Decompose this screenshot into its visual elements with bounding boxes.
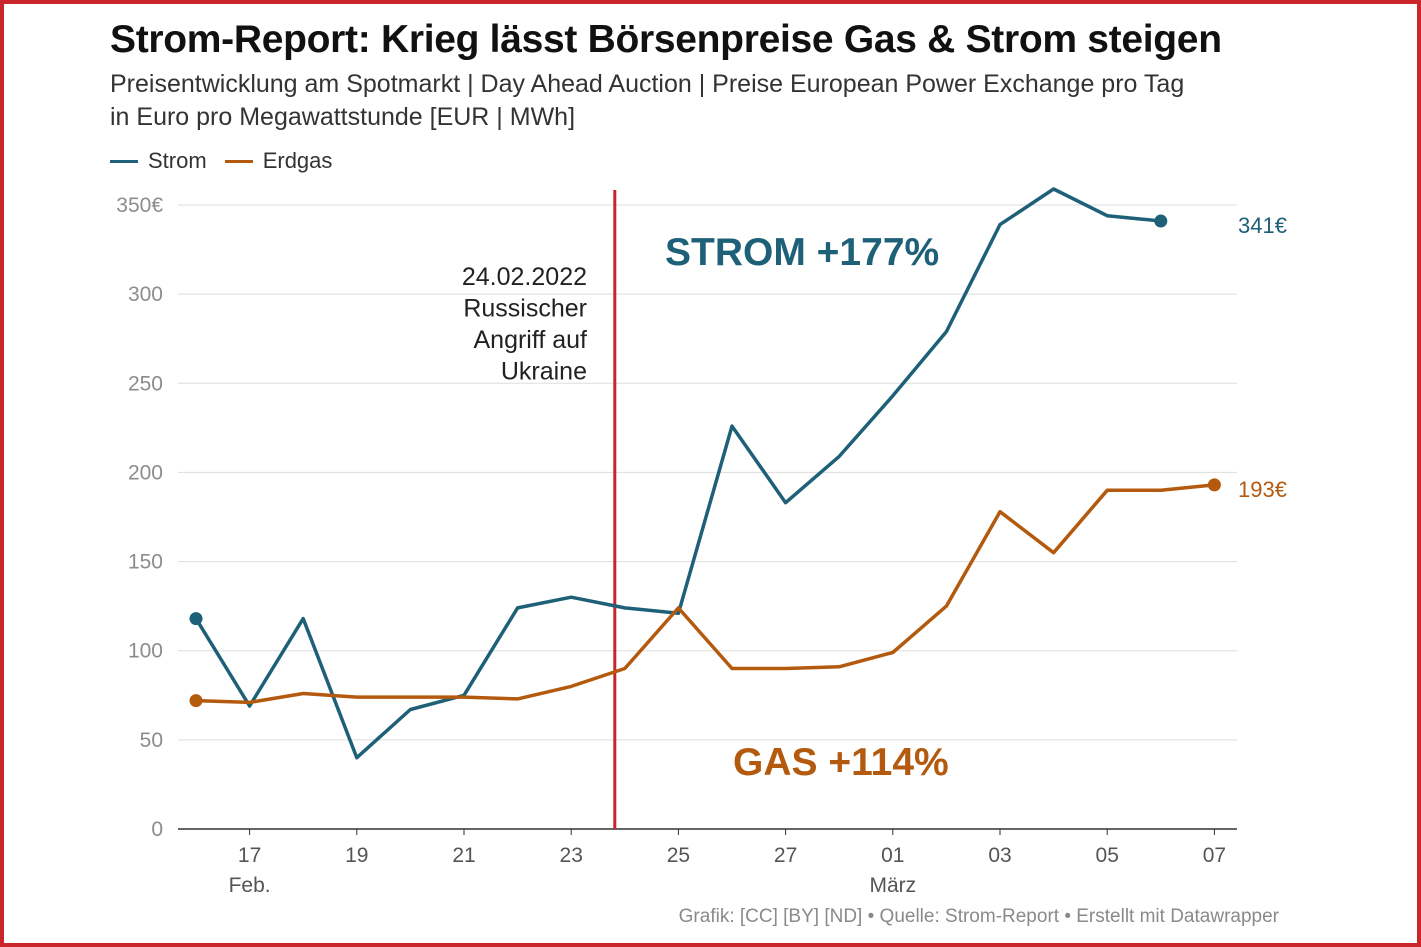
chart-title: Strom-Report: Krieg lässt Börsenpreise G… <box>110 18 1222 61</box>
end-value-label-strom: 341€ <box>1238 213 1287 238</box>
x-tick-label-19: 19 <box>345 844 368 867</box>
y-tick-label-250: 250 <box>128 372 163 395</box>
chart-credit: Grafik: [CC] [BY] [ND] • Quelle: Strom-R… <box>678 906 1279 927</box>
subtitle-line-1: Preisentwicklung am Spotmarkt | Day Ahea… <box>110 70 1185 98</box>
y-tick-label-0: 0 <box>151 818 163 841</box>
legend-swatch-erdgas <box>224 159 253 163</box>
legend-swatch-strom <box>110 159 138 163</box>
legend-item-strom: Strom <box>110 148 207 174</box>
legend-item-erdgas: Erdgas <box>224 148 333 174</box>
series-end-point-strom <box>1154 214 1168 228</box>
legend-label-erdgas: Erdgas <box>262 148 333 173</box>
x-tick-sublabel-Feb.: Feb. <box>229 874 271 897</box>
x-tick-label-25: 25 <box>667 844 690 867</box>
series-line-erdgas <box>194 483 1217 705</box>
x-tick-label-21: 21 <box>452 844 475 867</box>
x-axis-ticks: 17 Feb. 19 21 23 25 27 01 März 03 05 07 <box>229 829 1226 897</box>
x-tick-label-07: 07 <box>1203 844 1226 867</box>
y-tick-label-100: 100 <box>128 640 163 663</box>
big-label-strom: STROM +177% <box>665 231 939 274</box>
series-end-point-erdgas <box>1207 478 1221 492</box>
y-tick-label-50: 50 <box>140 729 163 752</box>
y-axis-ticks: 0 50 100 150 200 250 300 350€ <box>116 194 163 841</box>
x-tick-label-27: 27 <box>774 844 797 867</box>
series-line-strom <box>194 187 1163 760</box>
y-tick-label-150: 150 <box>128 551 163 574</box>
gridlines <box>178 204 1237 830</box>
event-annotation: 24.02.2022 Russischer Angriff auf Ukraine <box>462 190 617 829</box>
x-tick-label-01: 01 <box>881 844 904 867</box>
series-lines <box>189 187 1221 760</box>
x-tick-sublabel-März: März <box>869 874 916 897</box>
event-annotation-line-3: Angriff auf <box>473 326 587 354</box>
x-tick-label-05: 05 <box>1096 844 1119 867</box>
series-start-point-strom <box>189 612 203 626</box>
legend-label-strom: Strom <box>148 148 207 173</box>
x-tick-label-23: 23 <box>560 844 583 867</box>
y-tick-label-200: 200 <box>128 461 163 484</box>
event-annotation-line-1: 24.02.2022 <box>462 263 587 291</box>
big-label-erdgas: GAS +114% <box>733 741 949 784</box>
event-annotation-line-2: Russischer <box>463 295 587 323</box>
series-labels: 341€ 193€ STROM +177% GAS +114% <box>665 213 1287 784</box>
series-start-point-erdgas <box>189 694 203 708</box>
subtitle-line-2: in Euro pro Megawattstunde [EUR | MWh] <box>110 103 576 131</box>
end-value-label-erdgas: 193€ <box>1238 477 1287 502</box>
chart-legend: Strom Erdgas <box>110 148 350 174</box>
event-annotation-line-4: Ukraine <box>501 358 587 386</box>
y-tick-label-300: 300 <box>128 283 163 306</box>
x-tick-label-17: 17 <box>238 844 261 867</box>
x-tick-label-03: 03 <box>988 844 1011 867</box>
chart-subtitle: Preisentwicklung am Spotmarkt | Day Ahea… <box>110 68 1360 134</box>
y-tick-label-350: 350€ <box>116 194 163 217</box>
